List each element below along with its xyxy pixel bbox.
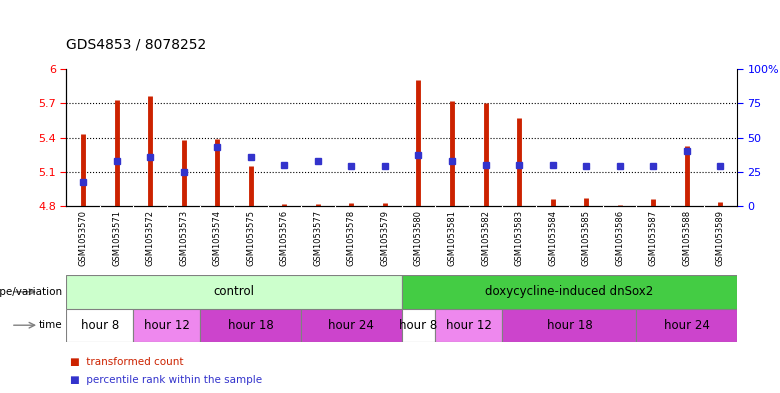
Text: time: time <box>39 320 62 330</box>
Text: GSM1053576: GSM1053576 <box>280 210 289 266</box>
Bar <box>133 309 200 342</box>
Text: GSM1053574: GSM1053574 <box>213 210 222 266</box>
Bar <box>402 309 435 342</box>
Text: GSM1053580: GSM1053580 <box>414 210 423 266</box>
Text: ■  percentile rank within the sample: ■ percentile rank within the sample <box>70 375 262 385</box>
Text: GSM1053586: GSM1053586 <box>615 210 624 266</box>
Text: GSM1053585: GSM1053585 <box>582 210 590 266</box>
Text: control: control <box>214 285 254 298</box>
Text: GSM1053582: GSM1053582 <box>481 210 490 266</box>
Text: GSM1053589: GSM1053589 <box>716 210 725 266</box>
Text: GSM1053575: GSM1053575 <box>246 210 255 266</box>
Bar <box>435 309 502 342</box>
Text: GSM1053571: GSM1053571 <box>112 210 121 266</box>
Text: GSM1053578: GSM1053578 <box>347 210 356 266</box>
Text: hour 24: hour 24 <box>328 319 374 332</box>
Bar <box>200 309 301 342</box>
Text: GSM1053588: GSM1053588 <box>682 210 691 266</box>
Text: hour 12: hour 12 <box>144 319 190 332</box>
Text: ■  transformed count: ■ transformed count <box>70 358 184 367</box>
Bar <box>402 275 737 309</box>
Bar <box>636 309 737 342</box>
Text: GDS4853 / 8078252: GDS4853 / 8078252 <box>66 37 207 51</box>
Text: hour 8: hour 8 <box>399 319 438 332</box>
Text: GSM1053584: GSM1053584 <box>548 210 557 266</box>
Text: GSM1053573: GSM1053573 <box>179 210 188 266</box>
Text: GSM1053579: GSM1053579 <box>381 210 389 266</box>
Text: GSM1053587: GSM1053587 <box>649 210 658 266</box>
Bar <box>502 309 636 342</box>
Text: hour 24: hour 24 <box>664 319 710 332</box>
Text: hour 12: hour 12 <box>446 319 491 332</box>
Bar <box>66 309 133 342</box>
Text: genotype/variation: genotype/variation <box>0 287 62 297</box>
Text: GSM1053570: GSM1053570 <box>79 210 87 266</box>
Bar <box>301 309 402 342</box>
Text: doxycycline-induced dnSox2: doxycycline-induced dnSox2 <box>485 285 654 298</box>
Text: hour 18: hour 18 <box>228 319 274 332</box>
Text: GSM1053581: GSM1053581 <box>448 210 456 266</box>
Text: hour 18: hour 18 <box>547 319 592 332</box>
Text: GSM1053577: GSM1053577 <box>314 210 322 266</box>
Text: GSM1053583: GSM1053583 <box>515 210 523 266</box>
Text: GSM1053572: GSM1053572 <box>146 210 154 266</box>
Text: hour 8: hour 8 <box>80 319 119 332</box>
Bar <box>66 275 402 309</box>
